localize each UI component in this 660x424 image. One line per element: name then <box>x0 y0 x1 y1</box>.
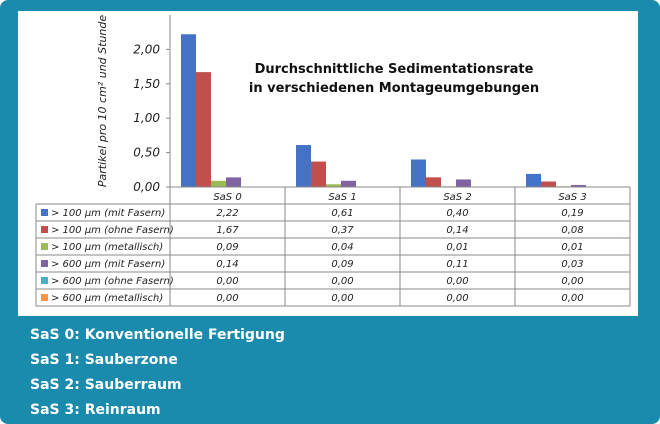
legend-key <box>41 209 48 216</box>
bar-1-sas3 <box>526 173 541 187</box>
bar-2-sas3 <box>541 181 556 187</box>
legend-key <box>41 260 48 267</box>
legend-label: > 600 µm (mit Fasern) <box>51 259 165 270</box>
bar-2-sas1 <box>311 161 326 187</box>
data-label: 0,08 <box>561 225 583 236</box>
legend-label: > 100 µm (metallisch) <box>51 242 163 253</box>
legend-label: > 100 µm (ohne Fasern) <box>51 225 174 236</box>
y-tick-label: 1,50 <box>133 77 160 91</box>
data-label: 0,00 <box>331 293 353 304</box>
y-tick-label: 0,50 <box>133 146 160 160</box>
legend-key <box>41 294 48 301</box>
data-label: 0,00 <box>561 293 583 304</box>
bar-1-sas2 <box>411 159 426 187</box>
data-label: 0,61 <box>331 208 353 219</box>
bar-2-sas2 <box>426 177 441 187</box>
legend-label: > 100 µm (mit Fasern) <box>51 208 165 219</box>
chart-title-line-1: Durchschnittliche Sedimentationsrate <box>255 62 534 77</box>
data-label: 0,03 <box>561 259 583 270</box>
data-label: 0,00 <box>216 276 238 287</box>
bar-4-sas3 <box>571 184 586 187</box>
bar-1-sas1 <box>296 145 311 187</box>
data-label: 0,01 <box>446 242 468 253</box>
bar-3-sas0 <box>211 180 226 187</box>
data-label: 0,09 <box>216 242 238 253</box>
data-label: 0,00 <box>446 276 468 287</box>
y-tick-label: 2,00 <box>133 42 160 56</box>
note-sas2: SaS 2: Sauberraum <box>30 377 182 393</box>
data-label: 0,00 <box>331 276 353 287</box>
data-label: 0,14 <box>446 225 468 236</box>
bar-4-sas1 <box>341 180 356 187</box>
y-tick-label: 0,00 <box>133 180 160 194</box>
chart-panel: 0,00 0,50 1,00 1,50 2,00 Partikel pro 10 cm² … <box>18 11 638 316</box>
legend-label: > 600 µm (metallisch) <box>51 293 163 304</box>
bar-2-sas0 <box>196 72 211 187</box>
data-label: 0,19 <box>561 208 583 219</box>
y-tick-label: 1,00 <box>133 111 160 125</box>
note-sas1: SaS 1: Sauberzone <box>30 352 178 368</box>
bar-3-sas1 <box>326 184 341 187</box>
data-label: 2,22 <box>216 208 238 219</box>
data-label: 0,37 <box>331 225 354 236</box>
legend-label: > 600 µm (ohne Fasern) <box>51 276 174 287</box>
notes-list: SaS 0: Konventionelle Fertigung SaS 1: S… <box>30 323 285 423</box>
bar-4-sas0 <box>226 177 241 187</box>
chart-title-line-2: in verschiedenen Montageumgebungen <box>249 81 539 96</box>
note-sas0: SaS 0: Konventionelle Fertigung <box>30 327 285 343</box>
data-label: 0,11 <box>446 259 468 270</box>
category-label: SaS 3 <box>558 192 586 203</box>
category-label: SaS 2 <box>443 192 471 203</box>
bar-1-sas0 <box>181 34 196 187</box>
data-label: 0,01 <box>561 242 583 253</box>
data-label: 0,04 <box>331 242 353 253</box>
data-label: 0,40 <box>446 208 468 219</box>
chart: 0,00 0,50 1,00 1,50 2,00 Partikel pro 10 cm² … <box>35 15 631 307</box>
data-label: 0,00 <box>216 293 238 304</box>
legend-key <box>41 243 48 250</box>
data-label: 1,67 <box>216 225 239 236</box>
data-label: 0,00 <box>561 276 583 287</box>
category-label: SaS 0 <box>213 192 241 203</box>
data-label: 0,09 <box>331 259 353 270</box>
note-sas3: SaS 3: Reinraum <box>30 402 161 418</box>
y-axis-label: Partikel pro 10 cm² und Stunde <box>96 15 109 187</box>
legend-key <box>41 226 48 233</box>
bar-4-sas2 <box>456 179 471 187</box>
legend-key <box>41 277 48 284</box>
category-label: SaS 1 <box>328 192 356 203</box>
data-label: 0,14 <box>216 259 238 270</box>
data-label: 0,00 <box>446 293 468 304</box>
